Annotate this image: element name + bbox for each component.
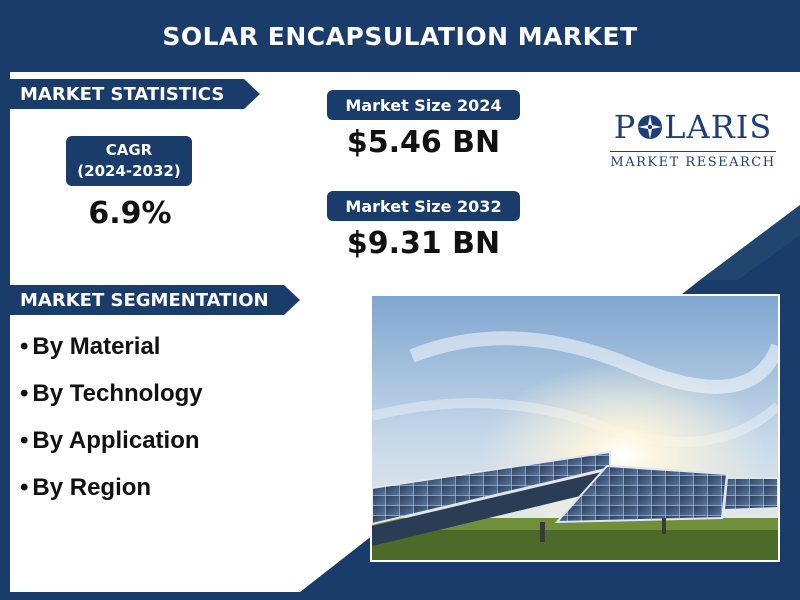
list-item: • By Region	[20, 464, 203, 511]
page-title: SOLAR ENCAPSULATION MARKET	[162, 21, 638, 51]
segmentation-list: • By Material • By Technology • By Applicat…	[20, 323, 203, 511]
market-size-2024-value: $5.46 BN	[346, 125, 501, 160]
cagr-label-line1: CAGR	[105, 141, 153, 159]
logo-subtitle: MARKET RESEARCH	[610, 155, 776, 170]
logo-wordmark: P LARIS	[608, 108, 778, 146]
cagr-label: CAGR (2024-2032)	[66, 136, 192, 186]
compass-star-icon	[638, 115, 663, 139]
cagr-value: 6.9%	[88, 196, 172, 231]
segment-by-application: By Application	[32, 426, 200, 454]
market-segmentation-heading: MARKET SEGMENTATION	[10, 285, 300, 315]
logo-divider	[610, 151, 776, 152]
bullet: •	[20, 473, 29, 501]
market-size-2032-value: $9.31 BN	[346, 226, 501, 261]
segment-by-technology: By Technology	[32, 379, 203, 407]
list-item: • By Technology	[20, 370, 203, 417]
solar-panels-illustration	[372, 296, 778, 560]
solar-panels-photo	[370, 294, 780, 562]
logo-word-pre: P	[613, 108, 637, 146]
bullet: •	[20, 332, 29, 360]
cagr-label-line2: (2024-2032)	[77, 162, 181, 180]
market-size-2032-label: Market Size 2032	[327, 191, 520, 221]
bullet: •	[20, 379, 29, 407]
list-item: • By Material	[20, 323, 203, 370]
market-statistics-heading: MARKET STATISTICS	[10, 79, 260, 109]
list-item: • By Application	[20, 417, 203, 464]
bullet: •	[20, 426, 29, 454]
logo-word-post: LARIS	[664, 108, 773, 146]
market-size-2024-label: Market Size 2024	[327, 90, 520, 120]
polaris-logo: P LARIS MARKET RESEARCH	[608, 108, 778, 176]
segment-by-material: By Material	[32, 332, 161, 360]
segment-by-region: By Region	[32, 473, 152, 501]
